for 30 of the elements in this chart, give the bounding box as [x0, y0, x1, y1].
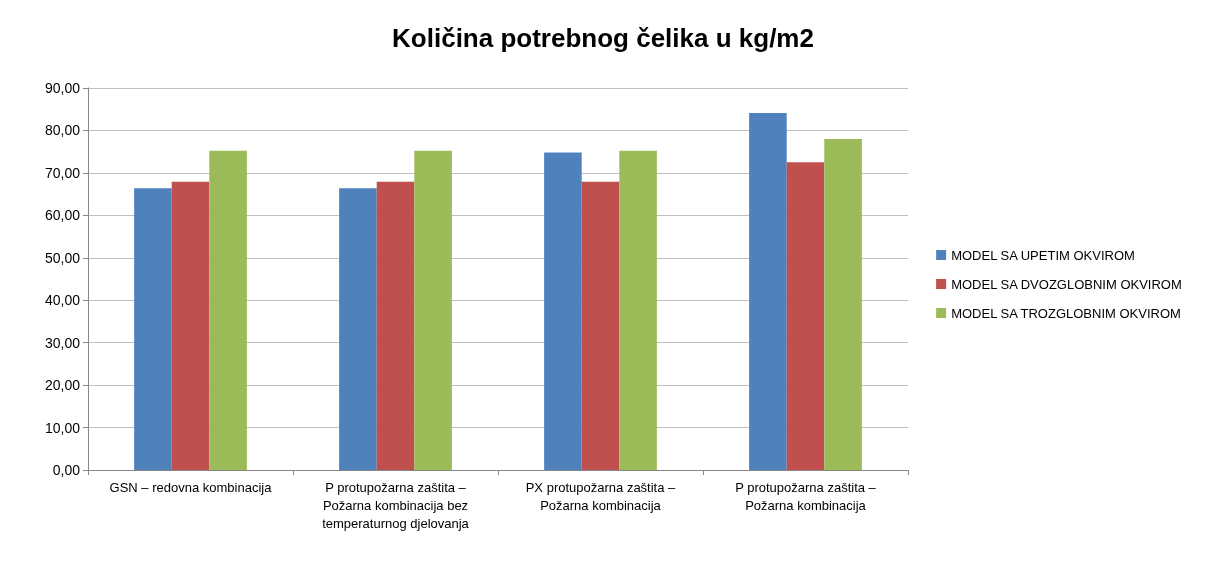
- bar: [134, 188, 172, 470]
- y-tick-label: 0,00: [52, 462, 81, 478]
- x-tick-label: PX protupožarna zaštita – Požarna kombinacija: [525, 479, 677, 513]
- y-tick-label: 30,00: [44, 334, 81, 351]
- legend-label: MODEL SA TROZGLOBNIM OKVIROM: [951, 305, 1181, 321]
- x-tick-label: P protupožarna zaštita – Požarna kombinacija bez temperaturnog djelovanja: [322, 479, 470, 531]
- y-tick-label: 70,00: [44, 164, 81, 181]
- legend-label: MODEL SA UPETIM OKVIROM: [951, 247, 1135, 263]
- y-tick-label: 40,00: [44, 292, 81, 309]
- bar: [824, 138, 862, 470]
- bar: [171, 181, 210, 470]
- bar: [581, 181, 620, 470]
- x-tick-label: P protupožarna zaštita – Požarna kombinacija: [735, 479, 877, 513]
- bar: [209, 150, 247, 470]
- bar: [339, 188, 377, 470]
- y-tick-label: 10,00: [44, 419, 81, 436]
- bar: [544, 152, 582, 470]
- x-tick-label: GSN – redovna kombinacija: [109, 479, 273, 495]
- bar: [376, 181, 415, 470]
- chart-title: Količina potrebnog čelika u kg/m2: [392, 23, 814, 53]
- y-tick-label: 50,00: [44, 249, 81, 266]
- y-tick-label: 80,00: [44, 122, 81, 139]
- bar: [619, 150, 657, 470]
- bar: [749, 113, 787, 470]
- y-tick-label: 20,00: [44, 377, 81, 394]
- bar: [414, 150, 452, 470]
- bar: [786, 162, 825, 470]
- y-tick-label: 60,00: [44, 207, 81, 224]
- y-tick-label: 90,00: [44, 80, 81, 96]
- legend-label: MODEL SA DVOZGLOBNIM OKVIROM: [951, 276, 1182, 292]
